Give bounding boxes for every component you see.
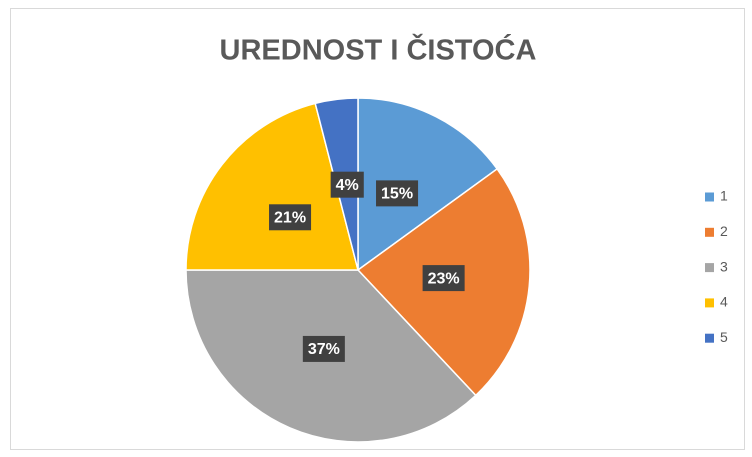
data-label: 23% <box>428 270 460 287</box>
data-label: 21% <box>274 210 306 227</box>
legend-label: 5 <box>720 329 728 345</box>
pie-slice <box>357 97 499 272</box>
legend-swatch <box>705 298 714 308</box>
legend-swatch <box>705 227 714 237</box>
data-label: 4% <box>336 177 359 194</box>
data-label-box <box>330 171 364 198</box>
legend-label: 3 <box>720 258 728 274</box>
data-label: 37% <box>308 341 340 358</box>
legend-swatch <box>705 192 714 202</box>
data-label-box <box>302 335 345 362</box>
legend-label: 2 <box>720 223 728 239</box>
chart-title: UREDNOST I ČISTOĆA <box>220 33 537 67</box>
data-label: 15% <box>381 186 413 203</box>
legend-label: 4 <box>720 294 728 310</box>
legend-swatch <box>705 263 714 273</box>
legend-swatch <box>705 333 714 343</box>
data-label-box <box>269 204 312 231</box>
pie-slice <box>185 102 359 271</box>
data-label-box <box>422 265 465 292</box>
legend-label: 1 <box>720 188 728 204</box>
data-label-box <box>376 180 419 207</box>
